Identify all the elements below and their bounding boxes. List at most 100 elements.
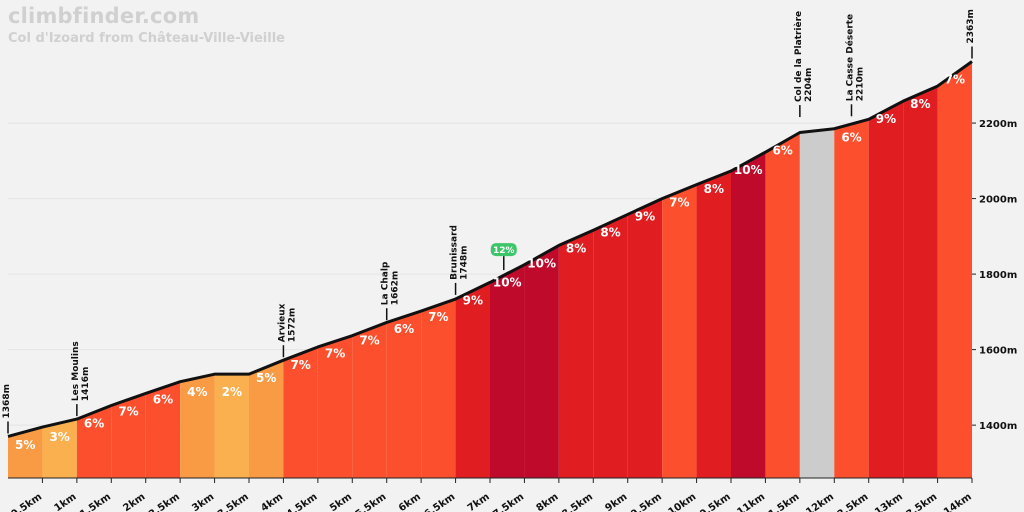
y-tick-label: 2000m [979,195,1017,206]
grade-label: 9% [635,210,655,224]
grade-label: 8% [704,182,724,196]
grade-segment [593,214,628,478]
grade-segment [799,128,835,478]
x-tick-label: 10km [667,491,699,512]
grade-segment [421,299,456,478]
x-tick-label: 4.5km [285,491,320,512]
grade-label: 6% [394,322,414,336]
grade-segment [903,86,938,478]
waypoint-label: 2363m [966,9,976,43]
grade-segment [386,311,422,478]
x-tick-label: 1km [53,491,79,512]
grade-segment [834,119,869,479]
grade-label: 9% [463,293,483,307]
grade-label: 9% [876,112,896,126]
grade-segment [627,198,663,478]
grade-segment [937,61,972,479]
grade-label: 6% [772,144,792,158]
x-tick-label: 10.5km [692,491,733,512]
grade-segment [42,419,77,478]
grade-segment [524,245,559,478]
waypoint-name: La Casse Déserte [845,14,856,101]
x-tick-label: 5.5km [354,491,389,512]
grade-label: 8% [910,97,930,111]
grade-label: 7% [428,310,448,324]
chart-subtitle: Col d'Izoard from Château-Ville-Vieille [8,31,285,46]
waypoint-elevation: 1662m [391,271,401,305]
x-tick-label: 0.5km [9,491,44,512]
grade-label: 10% [493,276,522,290]
grade-label: 7% [325,347,345,361]
profile-outline [7,60,973,438]
grade-segment [696,171,731,479]
waypoint-elevation: 2210m [856,67,866,101]
grade-segment [76,405,112,478]
brand-logo-text: climbfinder.com [8,4,200,28]
grade-label: 7% [359,333,379,347]
grade-label: 6% [841,130,861,144]
x-tick-label: 8.5km [560,491,595,512]
x-tick-label: 8km [535,491,561,512]
waypoint-label: La Casse Déserte2210m [845,14,866,101]
grade-label: 7% [290,358,310,372]
y-tick-label: 1400m [979,421,1017,432]
x-tick-label: 6km [397,491,423,512]
steepest-grade-label: 12% [493,246,515,256]
x-tick-label: 3km [190,491,216,512]
grade-segment [317,335,353,478]
grade-segment [249,360,284,478]
grade-label: 5% [256,371,276,385]
waypoint-elevation: 2204m [804,68,814,102]
grade-label: 10% [527,256,556,270]
grade-segment [352,322,387,478]
grade-label: 5% [15,438,35,452]
waypoint-name: Col de la Platrière [793,11,804,102]
x-tick-label: 6.5km [422,491,457,512]
waypoint-name: 1368m [2,384,12,418]
grade-segment [283,346,318,478]
y-tick-label: 1600m [979,346,1017,357]
waypoint-label: 1368m [2,384,12,418]
x-tick-label: 7.5km [491,491,526,512]
x-tick-label: 9km [603,491,629,512]
x-tick-label: 2.5km [147,491,182,512]
grade-label: 7% [669,196,689,210]
waypoint-elevation: 1572m [287,308,297,342]
grade-label: 7% [945,73,965,87]
grade-segment [662,184,697,478]
grade-segment [731,152,766,478]
waypoint-label: La Chalp1662m [381,261,401,305]
grade-segment [8,427,43,478]
x-tick-label: 4km [259,491,285,512]
grade-label: 3% [49,430,69,444]
x-tick-label: 3.5km [216,491,251,512]
grade-label: 8% [600,225,620,239]
waypoint-name: 2363m [966,9,976,43]
grade-label: 8% [566,241,586,255]
grade-label: 2% [222,385,242,399]
waypoint-name: La Chalp [381,261,391,305]
x-tick-label: 11.5km [761,491,802,512]
x-tick-label: 12km [804,491,836,512]
x-tick-label: 12.5km [830,491,871,512]
waypoint-name: Les Moulins [71,341,81,401]
grade-segment [214,374,249,478]
x-tick-label: 9.5km [629,491,664,512]
grade-label: 4% [187,385,207,399]
grade-segment [868,101,904,478]
x-tick-label: 5km [328,491,354,512]
x-tick-label: 13km [873,491,905,512]
x-tick-label: 1.5km [78,491,113,512]
grade-segment [490,264,525,478]
grade-segment [558,230,594,478]
waypoint-name: Brunissard [450,225,460,280]
waypoint-label: Brunissard1748m [450,225,470,280]
waypoint-label: Arvieux1572m [277,303,297,342]
waypoint-elevation: 1416m [81,367,91,401]
grade-label: 7% [118,404,138,418]
grade-label: 6% [153,393,173,407]
grade-segment [765,132,800,479]
x-tick-label: 7km [466,491,492,512]
waypoint-label: Col de la Platrière2204m [793,11,814,102]
